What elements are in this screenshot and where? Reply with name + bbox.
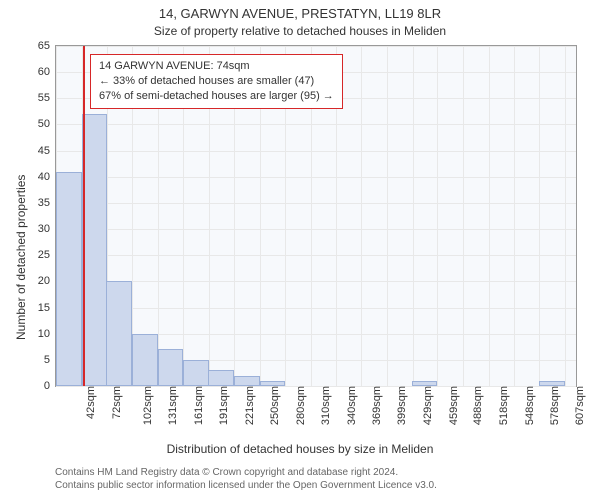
xtick-label: 161sqm [189,386,205,425]
ytick-label: 60 [38,66,56,78]
chart-container: 14, GARWYN AVENUE, PRESTATYN, LL19 8LR S… [0,0,600,500]
gridline-h [56,177,576,178]
gridline-v [514,46,515,386]
info-box-line: ← 33% of detached houses are smaller (47… [99,74,334,89]
ytick-label: 30 [38,223,56,235]
xtick-label: 250sqm [265,386,281,425]
xtick-label: 131sqm [163,386,179,425]
xtick-label: 191sqm [215,386,231,425]
xtick-label: 221sqm [240,386,256,425]
gridline-v [437,46,438,386]
gridline-h [56,151,576,152]
footer-text: Contains HM Land Registry data © Crown c… [55,466,437,492]
y-axis-label: Number of detached properties [14,175,28,340]
xtick-label: 399sqm [392,386,408,425]
gridline-h [56,308,576,309]
xtick-label: 518sqm [494,386,510,425]
gridline-v [489,46,490,386]
histogram-bar [158,349,184,386]
gridline-v [565,46,566,386]
gridline-h [56,203,576,204]
xtick-label: 102sqm [138,386,154,425]
gridline-h [56,229,576,230]
plot-area: 0510152025303540455055606542sqm72sqm102s… [55,45,577,387]
gridline-h [56,255,576,256]
ytick-label: 15 [38,302,56,314]
ytick-label: 50 [38,118,56,130]
footer-line-2: Contains public sector information licen… [55,479,437,492]
xtick-label: 429sqm [418,386,434,425]
gridline-v [387,46,388,386]
info-box-line: 67% of semi-detached houses are larger (… [99,89,334,104]
gridline-h [56,281,576,282]
chart-title: 14, GARWYN AVENUE, PRESTATYN, LL19 8LR [0,6,600,21]
xtick-label: 637sqm [596,386,600,425]
xtick-label: 42sqm [81,386,97,419]
ytick-label: 5 [44,354,56,366]
xtick-label: 280sqm [291,386,307,425]
histogram-bar [106,281,132,386]
ytick-label: 10 [38,328,56,340]
ytick-label: 25 [38,249,56,261]
histogram-bar [183,360,209,386]
xtick-label: 310sqm [316,386,332,425]
histogram-bar [234,376,260,386]
histogram-bar [132,334,158,386]
histogram-bar [539,381,565,386]
gridline-h [56,46,576,47]
footer-line-1: Contains HM Land Registry data © Crown c… [55,466,437,479]
gridline-h [56,124,576,125]
ytick-label: 65 [38,40,56,52]
histogram-bar [260,381,286,386]
x-axis-label: Distribution of detached houses by size … [0,442,600,456]
xtick-label: 607sqm [570,386,586,425]
xtick-label: 548sqm [520,386,536,425]
ytick-label: 40 [38,171,56,183]
xtick-label: 488sqm [469,386,485,425]
ytick-label: 35 [38,197,56,209]
histogram-bar [208,370,234,386]
gridline-v [413,46,414,386]
ytick-label: 45 [38,145,56,157]
xtick-label: 459sqm [444,386,460,425]
ytick-label: 0 [44,380,56,392]
xtick-label: 578sqm [546,386,562,425]
xtick-label: 72sqm [107,386,123,419]
histogram-bar [82,114,108,386]
gridline-v [463,46,464,386]
info-box: 14 GARWYN AVENUE: 74sqm← 33% of detached… [90,54,343,109]
histogram-bar [56,172,82,386]
ytick-label: 20 [38,275,56,287]
histogram-bar [412,381,438,386]
property-marker-line [83,46,85,386]
info-box-line: 14 GARWYN AVENUE: 74sqm [99,59,334,74]
xtick-label: 369sqm [367,386,383,425]
gridline-v [361,46,362,386]
xtick-label: 340sqm [342,386,358,425]
ytick-label: 55 [38,92,56,104]
chart-subtitle: Size of property relative to detached ho… [0,24,600,38]
gridline-v [539,46,540,386]
